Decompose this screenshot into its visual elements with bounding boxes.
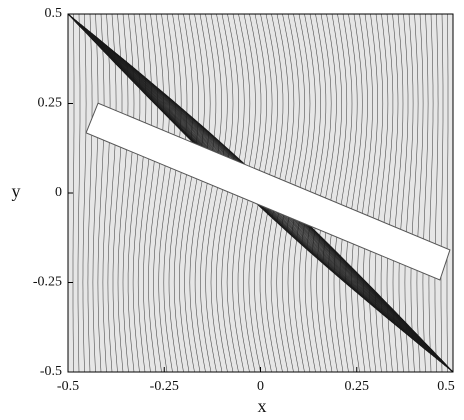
- x-axis-label: x: [258, 396, 267, 416]
- y-axis-label: y: [12, 181, 21, 201]
- y-tick-label: 0: [55, 185, 62, 200]
- x-tick-label: 0.5: [437, 379, 455, 394]
- x-tick-label: 0: [257, 379, 264, 394]
- x-tick-label: 0.25: [345, 379, 370, 394]
- x-tick-label: -0.25: [150, 379, 179, 394]
- chart: x y -0.5 -0.25 0 0.25 0.5 -0.5 -0.25 0 0.25 0.5: [0, 0, 464, 420]
- x-tick-label: -0.5: [57, 379, 79, 394]
- y-tick-label: 0.5: [45, 6, 63, 21]
- y-tick-label: -0.5: [40, 364, 62, 379]
- y-tick-label: 0.25: [38, 96, 63, 111]
- y-tick-label: -0.25: [33, 275, 62, 290]
